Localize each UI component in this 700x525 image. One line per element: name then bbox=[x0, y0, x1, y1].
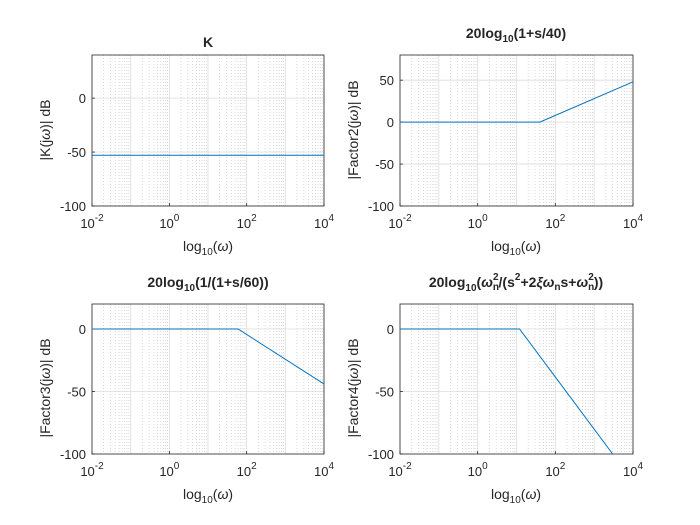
subplot-4-axes-box bbox=[399, 303, 634, 455]
subplot-3-x-tick-label: 100 bbox=[159, 461, 179, 479]
subplot-1-axes: 10-2 100 102 104 -100 -50 0 bbox=[60, 54, 334, 231]
subplot-4-x-tick-label: 102 bbox=[545, 461, 565, 479]
subplot-3-ylabel: |Factor3(jω)| dB bbox=[37, 338, 53, 437]
subplot-3-y-tick-label: 0 bbox=[79, 322, 86, 337]
subplot-1-ylabel: |K(jω)| dB bbox=[37, 100, 53, 161]
subplot-2-ylabel: |Factor2(jω)| dB bbox=[345, 80, 361, 179]
subplot-2: 20log10(1+s/40) 10-2 100 102 104-100-50050 … bbox=[345, 25, 643, 258]
subplot-3-title: 20log10(1/(1+s/60)) bbox=[147, 274, 268, 294]
subplot-4-series-line bbox=[400, 328, 614, 455]
subplot-4-xlabel: log10(ω) bbox=[491, 486, 541, 506]
subplot-4-x-tick-label: 100 bbox=[468, 461, 488, 479]
subplot-3-axes: 10-2 100 102 104 -100 -50 0 bbox=[60, 303, 334, 479]
subplot-2-x-tick-label: 104 bbox=[623, 213, 643, 231]
subplot-1-xlabel: log10(ω) bbox=[183, 238, 233, 258]
subplot-1-y-tick-label: -50 bbox=[67, 145, 86, 160]
subplot-2-x-tick-label: 10-2 bbox=[388, 213, 412, 231]
subplot-4-axes: 10-2 100 102 104 -100 -50 0 bbox=[368, 303, 643, 479]
subplot-4: 20log10(ωn2/(s2+2ξωns+ωn2)) 10-2 100 102 10… bbox=[345, 272, 643, 506]
subplot-4-y-tick-label: 0 bbox=[387, 322, 394, 337]
subplot-1-y-tick-label: -100 bbox=[60, 199, 86, 214]
subplot-3: 20log10(1/(1+s/60)) 10-2 100 102 104 -100 -50… bbox=[37, 274, 334, 506]
subplot-1-y-tick-label: 0 bbox=[79, 91, 86, 106]
subplot-2-xlabel: log10(ω) bbox=[491, 238, 541, 258]
subplot-3-axes-box bbox=[91, 303, 325, 455]
subplot-4-ylabel: |Factor4(jω)| dB bbox=[345, 338, 361, 437]
subplot-2-x-tick-label: 100 bbox=[468, 213, 488, 231]
subplot-3-series-line bbox=[92, 328, 325, 385]
subplot-1: K 10-2 100 102 104 -100 -50 0 log10(ω) |K(jω)|… bbox=[37, 34, 334, 258]
subplot-4-y-tick-label: -50 bbox=[375, 385, 394, 400]
subplot-1-x-tick-label: 104 bbox=[314, 213, 334, 231]
subplot-3-y-tick-label: -50 bbox=[67, 385, 86, 400]
subplot-2-y-tick-label: 0 bbox=[387, 115, 394, 130]
subplot-2-y-tick-label: -100 bbox=[368, 199, 394, 214]
subplot-4-y-tick-label: -100 bbox=[368, 447, 394, 462]
subplot-2-axes-box bbox=[399, 54, 634, 207]
subplot-1-axes-box bbox=[91, 54, 325, 207]
subplot-3-x-tick-label: 102 bbox=[237, 461, 257, 479]
subplot-1-x-tick-label: 100 bbox=[159, 213, 179, 231]
subplot-3-xlabel: log10(ω) bbox=[183, 486, 233, 506]
subplot-1-x-tick-label: 10-2 bbox=[80, 213, 104, 231]
subplot-4-x-tick-label: 104 bbox=[623, 461, 643, 479]
subplot-2-x-tick-label: 102 bbox=[545, 213, 565, 231]
subplot-2-title: 20log10(1+s/40) bbox=[466, 25, 566, 45]
subplot-4-x-tick-label: 10-2 bbox=[388, 461, 412, 479]
subplot-2-axes: 10-2 100 102 104 -100 -50 0 50 bbox=[368, 54, 643, 231]
subplot-2-y-tick-label: 50 bbox=[380, 73, 394, 88]
subplot-1-x-tick-label: 102 bbox=[237, 213, 257, 231]
subplot-1-title: K bbox=[203, 34, 213, 50]
subplot-3-y-tick-label: -100 bbox=[60, 447, 86, 462]
subplot-2-series-line bbox=[400, 81, 634, 123]
subplot-2-y-tick-label: -50 bbox=[375, 157, 394, 172]
subplot-3-x-tick-label: 10-2 bbox=[80, 461, 104, 479]
subplot-3-x-tick-label: 104 bbox=[314, 461, 334, 479]
